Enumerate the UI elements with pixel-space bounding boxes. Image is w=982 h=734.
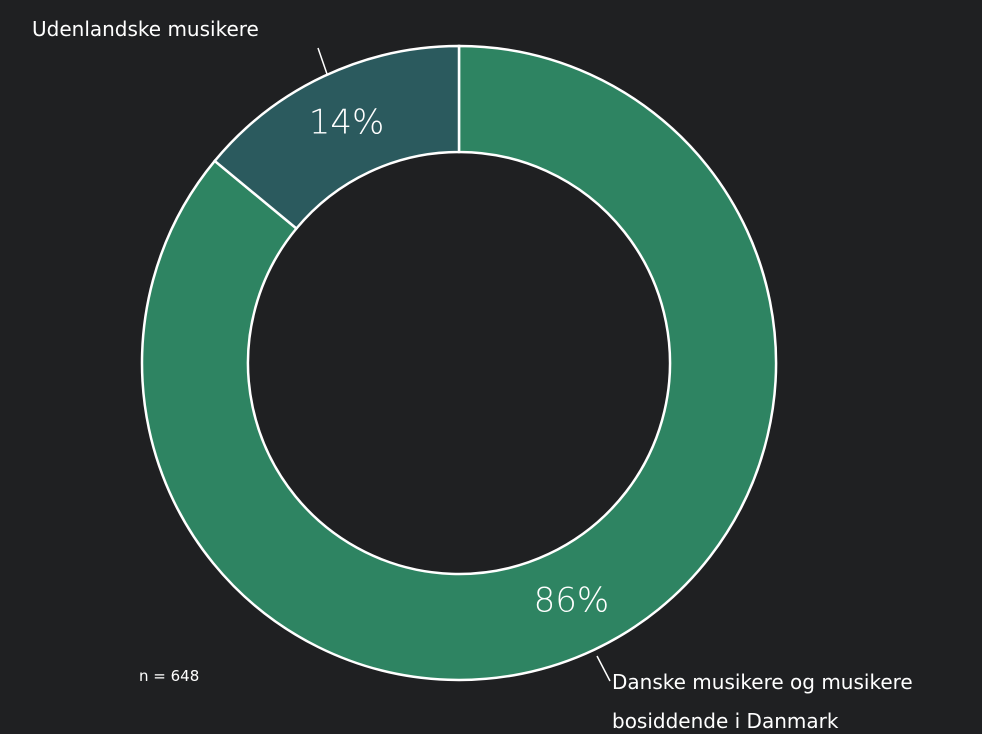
leader-line: [596, 655, 611, 682]
value-label: 14%: [309, 103, 385, 143]
donut-slice: [212, 44, 461, 231]
leader-line: [317, 47, 328, 75]
category-label: Danske musikere og musikere bosiddende i…: [612, 670, 913, 733]
category-label: Udenlandske musikere: [32, 17, 259, 41]
value-label: 86%: [534, 580, 610, 620]
donut-slice: [140, 44, 778, 682]
note: n = 648: [139, 667, 200, 685]
